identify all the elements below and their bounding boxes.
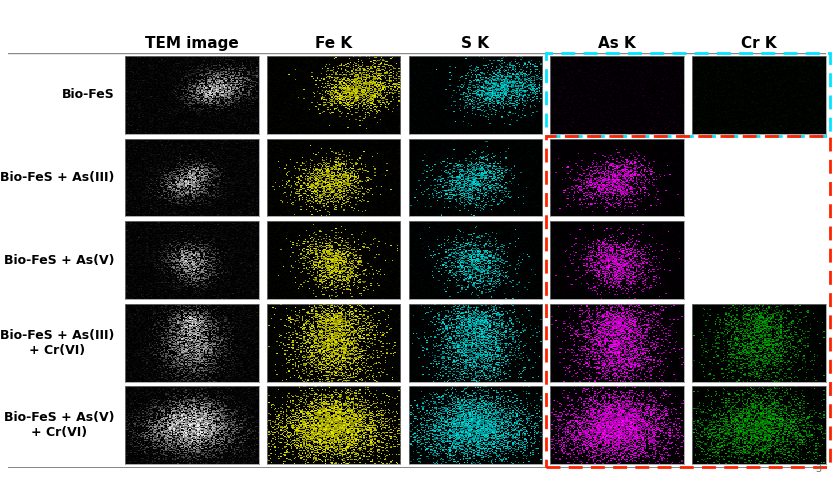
Text: Fe K: Fe K xyxy=(315,36,352,51)
Text: S K: S K xyxy=(461,36,490,51)
Text: Bio-FeS + As(III)
+ Cr(VI): Bio-FeS + As(III) + Cr(VI) xyxy=(0,329,114,357)
Text: Cr K: Cr K xyxy=(741,36,776,51)
Text: Bio-FeS + As(V)
+ Cr(VI): Bio-FeS + As(V) + Cr(VI) xyxy=(4,411,114,439)
Text: 3: 3 xyxy=(816,464,821,474)
Text: Bio-FeS + As(V): Bio-FeS + As(V) xyxy=(4,254,114,266)
Text: Bio-FeS: Bio-FeS xyxy=(62,88,114,101)
Text: Bio-FeS + As(III): Bio-FeS + As(III) xyxy=(0,171,114,184)
Text: TEM image: TEM image xyxy=(145,36,239,51)
Text: As K: As K xyxy=(598,36,636,51)
